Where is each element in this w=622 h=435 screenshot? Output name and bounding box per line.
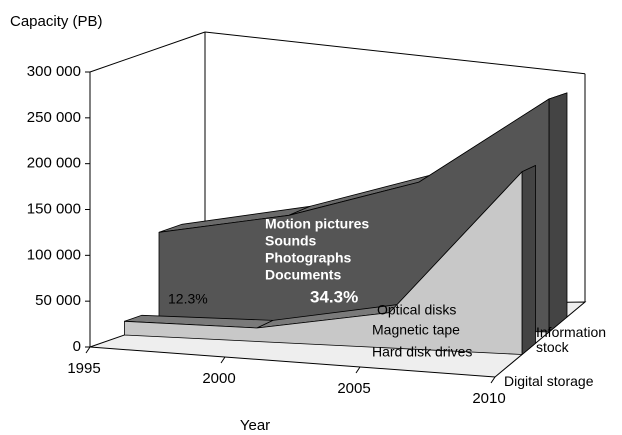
x-tick — [220, 356, 226, 364]
y-tick-label: 250 000 — [27, 109, 81, 126]
annotation: Motion pictures — [265, 216, 369, 232]
y-tick-label: 150 000 — [27, 200, 81, 217]
x-tick — [355, 366, 361, 374]
annotation: 34.3% — [310, 287, 358, 306]
wall-edge — [204, 31, 586, 75]
y-tick-label: 50 000 — [35, 292, 81, 309]
x-tick-label: 2000 — [202, 370, 235, 387]
y-tick-label: 0 — [73, 338, 81, 355]
annotation: Hard disk drives — [372, 344, 472, 360]
y-axis-label: Capacity (PB) — [10, 13, 103, 30]
y-tick-label: 300 000 — [27, 63, 81, 80]
x-tick-label: 1995 — [67, 360, 100, 377]
x-tick — [490, 376, 496, 384]
annotation: Sounds — [265, 233, 317, 249]
y-tick-label: 200 000 — [27, 155, 81, 172]
series-label: Digital storage — [504, 373, 594, 389]
area-end — [521, 164, 536, 356]
series-label: Information stock — [536, 324, 607, 355]
annotation: Magnetic tape — [372, 322, 460, 338]
annotation: Documents — [265, 267, 341, 283]
x-axis-label: Year — [240, 417, 270, 434]
x-tick-label: 2005 — [337, 380, 370, 397]
y-tick-label: 100 000 — [27, 246, 81, 263]
annotation: Photographs — [265, 250, 352, 266]
x-tick-label: 2010 — [472, 390, 505, 407]
area-end — [548, 92, 568, 333]
wall-edge — [89, 31, 206, 73]
x-tick — [85, 346, 91, 354]
annotation: Optical disks — [377, 302, 456, 318]
annotation: 12.3% — [168, 291, 208, 307]
area — [124, 170, 523, 355]
